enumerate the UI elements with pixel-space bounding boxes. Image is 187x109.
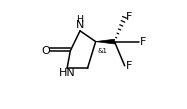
Text: N: N <box>76 20 84 30</box>
Text: HN: HN <box>59 68 76 78</box>
Text: F: F <box>140 37 147 47</box>
Text: &1: &1 <box>97 48 107 54</box>
Text: F: F <box>126 12 133 22</box>
Text: O: O <box>41 46 50 56</box>
Text: F: F <box>126 61 133 71</box>
Text: H: H <box>76 15 84 24</box>
Polygon shape <box>96 39 114 44</box>
